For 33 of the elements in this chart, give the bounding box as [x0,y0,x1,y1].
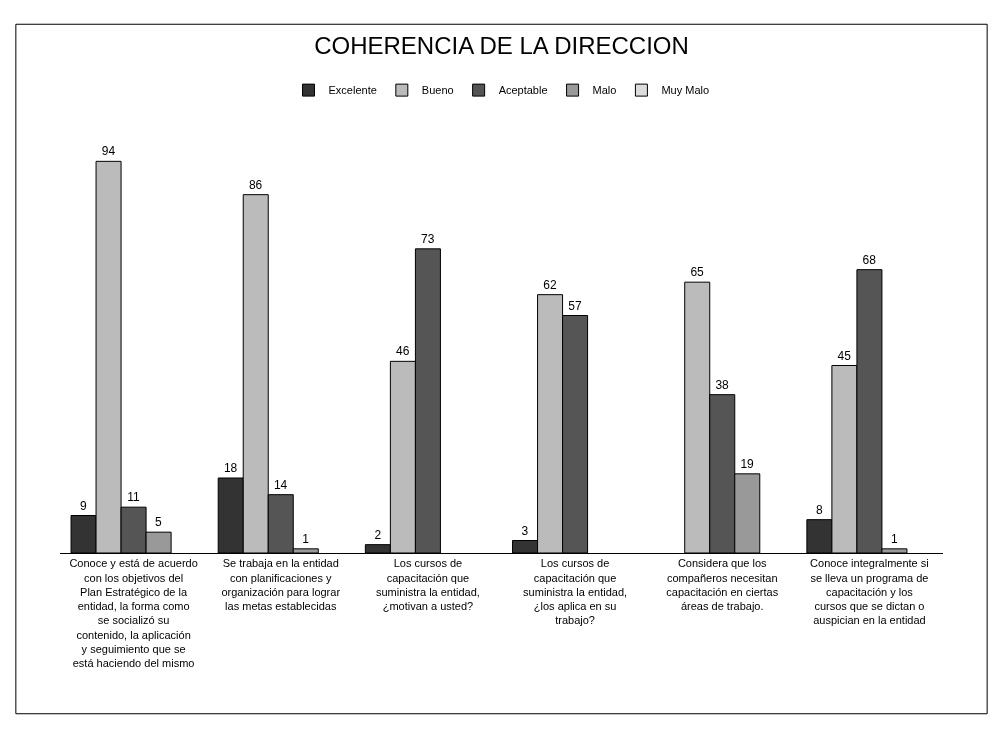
data-label: 3 [521,523,529,538]
x-tick-label: Considera que los compañeros necesitan capacitación en ciertas áreas de trabajo. [666,557,779,613]
data-label: 68 [862,252,877,267]
data-label: 86 [248,177,263,192]
legend-label: Bueno [421,84,454,97]
data-label: 2 [374,527,382,542]
data-label: 9 [80,498,88,513]
x-tick-label: Los cursos de capacitación que suministra la entidad, ¿motivan a usted? [375,557,480,613]
data-label: 1 [890,531,898,546]
data-label: 62 [543,277,557,292]
legend-label: Aceptable [498,84,548,97]
data-label: 11 [127,490,140,505]
data-label: 38 [715,377,730,392]
data-label: 8 [815,502,823,517]
x-tick-label: Conoce y está de acuerdo con los objetivos del Plan Estratégico de la entidad, la forma como se socializó su contenido, la aplicación y seguimiento que se está haciendo del mismo [69,557,198,670]
data-label: 1 [302,531,310,546]
data-label: 14 [273,477,288,492]
data-label: 65 [690,265,705,280]
data-label: 46 [396,344,410,359]
legend-label: Excelente [328,84,377,97]
data-label: 73 [421,231,435,246]
data-label: 18 [223,461,238,475]
legend-label: Malo [592,84,617,97]
data-label: 45 [837,348,852,363]
data-label: 5 [155,515,163,530]
x-tick-label: Se trabaja en la entidad con planificaciones y organización para lograr las metas establecidas [221,557,341,613]
data-label: 94 [101,144,116,159]
x-tick-label: Conoce integralmente si se lleva un programa de capacitación y los cursos que se dictan o auspician en la entidad [810,557,929,627]
legend-label: Muy Malo [661,84,710,97]
data-label: 57 [568,298,582,313]
x-tick-label: Los cursos de capacitación que suministra la entidad, ¿los aplica en su trabajo? [523,557,628,627]
data-label: 19 [740,456,755,471]
chart-title: COHERENCIA DE LA DIRECCION [314,32,689,60]
